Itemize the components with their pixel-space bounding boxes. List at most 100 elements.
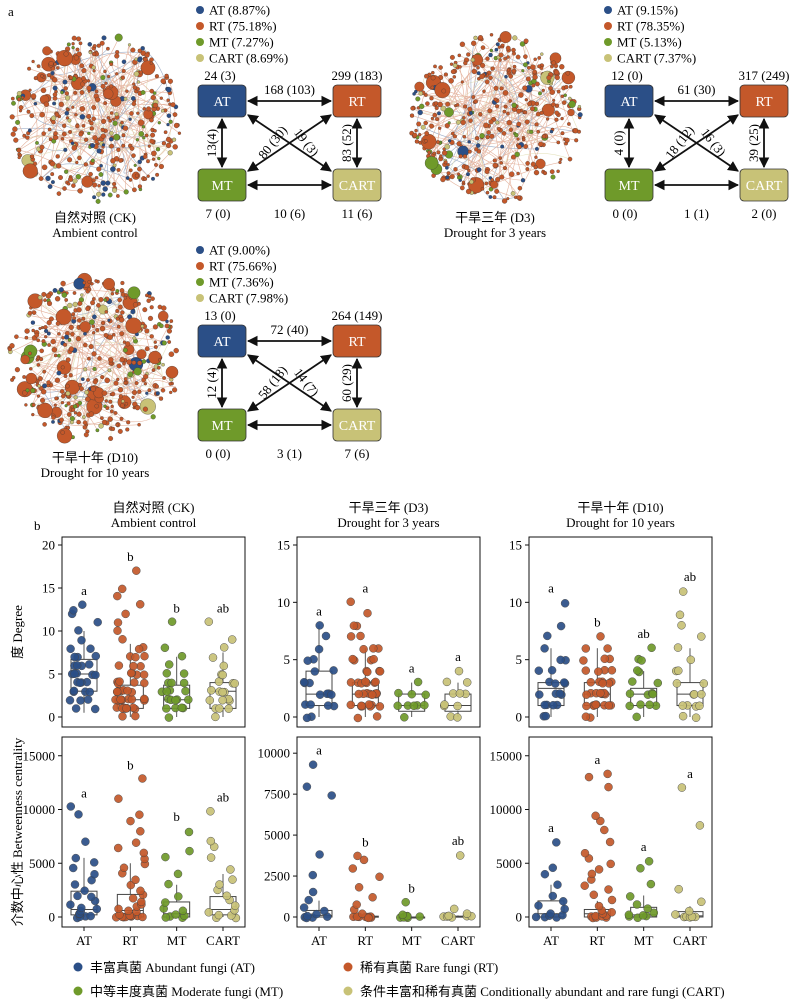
network-node (72, 404, 78, 409)
y-tick-label: 0 (516, 710, 523, 725)
network-node (43, 298, 47, 302)
network-node (100, 180, 106, 186)
legend-label: AT (8.87%) (209, 3, 270, 18)
network-node (62, 123, 67, 128)
network-node (75, 336, 82, 342)
network-title-cn: 自然对照 (CK) (54, 210, 136, 225)
network-edge (494, 129, 553, 166)
network-node (79, 386, 84, 392)
network-node (82, 425, 87, 430)
network-node (163, 130, 168, 135)
network-node (560, 131, 565, 136)
network-node (73, 411, 78, 415)
network-node (43, 325, 48, 330)
network-node (499, 31, 512, 44)
network-node (45, 175, 51, 182)
network-node (429, 96, 434, 101)
data-point (543, 631, 552, 641)
network-node (168, 119, 173, 124)
data-point (204, 617, 214, 626)
network-node (125, 341, 131, 347)
network-edge (69, 291, 88, 310)
data-point (421, 690, 430, 700)
data-point (649, 908, 659, 918)
network-node (104, 399, 108, 403)
data-point (607, 908, 616, 917)
network-node (167, 150, 173, 156)
network-node (530, 106, 535, 112)
data-point (90, 869, 99, 879)
data-point (302, 713, 312, 723)
network-node (115, 308, 120, 314)
network-node (488, 52, 493, 58)
network-node (135, 87, 140, 91)
data-point (118, 712, 127, 721)
network-node (91, 116, 96, 122)
network-node (140, 90, 146, 95)
network-node (64, 95, 71, 101)
data-point (540, 644, 549, 653)
data-point (540, 700, 549, 710)
data-point (558, 897, 568, 906)
node-box-rt (332, 84, 382, 118)
data-point (636, 700, 645, 709)
data-point (400, 713, 409, 722)
network-node (91, 105, 97, 110)
network-node (64, 404, 68, 408)
network-1: 自然对照 (CK)Ambient control AT (8.87%)RT (75… (9, 3, 382, 240)
data-point (230, 679, 239, 688)
plot-title-cn: 干旱三年 (D3) (349, 500, 429, 515)
legend-marker (196, 246, 204, 254)
significance-letter: a (548, 820, 554, 835)
plot-frame (296, 536, 481, 728)
schematic-edges (216, 95, 363, 191)
network-node (549, 169, 555, 175)
data-point (603, 644, 612, 653)
network-node (39, 144, 45, 150)
network-node (36, 338, 41, 343)
network-node (577, 112, 583, 118)
data-point (369, 654, 378, 664)
network-node (463, 104, 468, 109)
network-edge (507, 124, 520, 194)
network-node (117, 304, 123, 310)
data-point (638, 911, 648, 920)
network-edge (101, 401, 115, 419)
network-edge (68, 379, 118, 404)
network-node (48, 137, 53, 142)
network-node (133, 163, 137, 167)
data-point (690, 690, 699, 699)
data-point (81, 837, 90, 846)
plot-frame (528, 736, 713, 928)
network-node (102, 277, 115, 291)
network-node (47, 127, 52, 132)
y-tick-label: 5000 (496, 856, 522, 871)
network-node (128, 117, 132, 121)
data-point (131, 711, 140, 721)
x-tick-label: MT (167, 933, 187, 948)
network-node (153, 129, 157, 133)
network-node (131, 360, 137, 365)
network-node (511, 68, 517, 74)
network-node (498, 58, 502, 62)
network-node (146, 174, 150, 178)
network-node (63, 51, 69, 57)
network-node (165, 142, 172, 149)
x-tick-label: AT (543, 933, 559, 948)
network-node (90, 386, 97, 392)
data-point (69, 686, 79, 696)
data-point (354, 883, 364, 892)
data-point (218, 670, 227, 680)
network-edge (76, 289, 90, 346)
network-node (17, 97, 22, 102)
data-point (586, 678, 596, 687)
network-node (108, 399, 113, 404)
significance-letter: a (641, 839, 647, 854)
network-edge (97, 113, 132, 202)
data-point (580, 848, 590, 858)
network-node (500, 43, 505, 48)
node-box-mt (197, 168, 247, 202)
plot-title-en: Drought for 3 years (337, 515, 439, 530)
network-node (52, 101, 57, 106)
network-node (109, 84, 114, 89)
